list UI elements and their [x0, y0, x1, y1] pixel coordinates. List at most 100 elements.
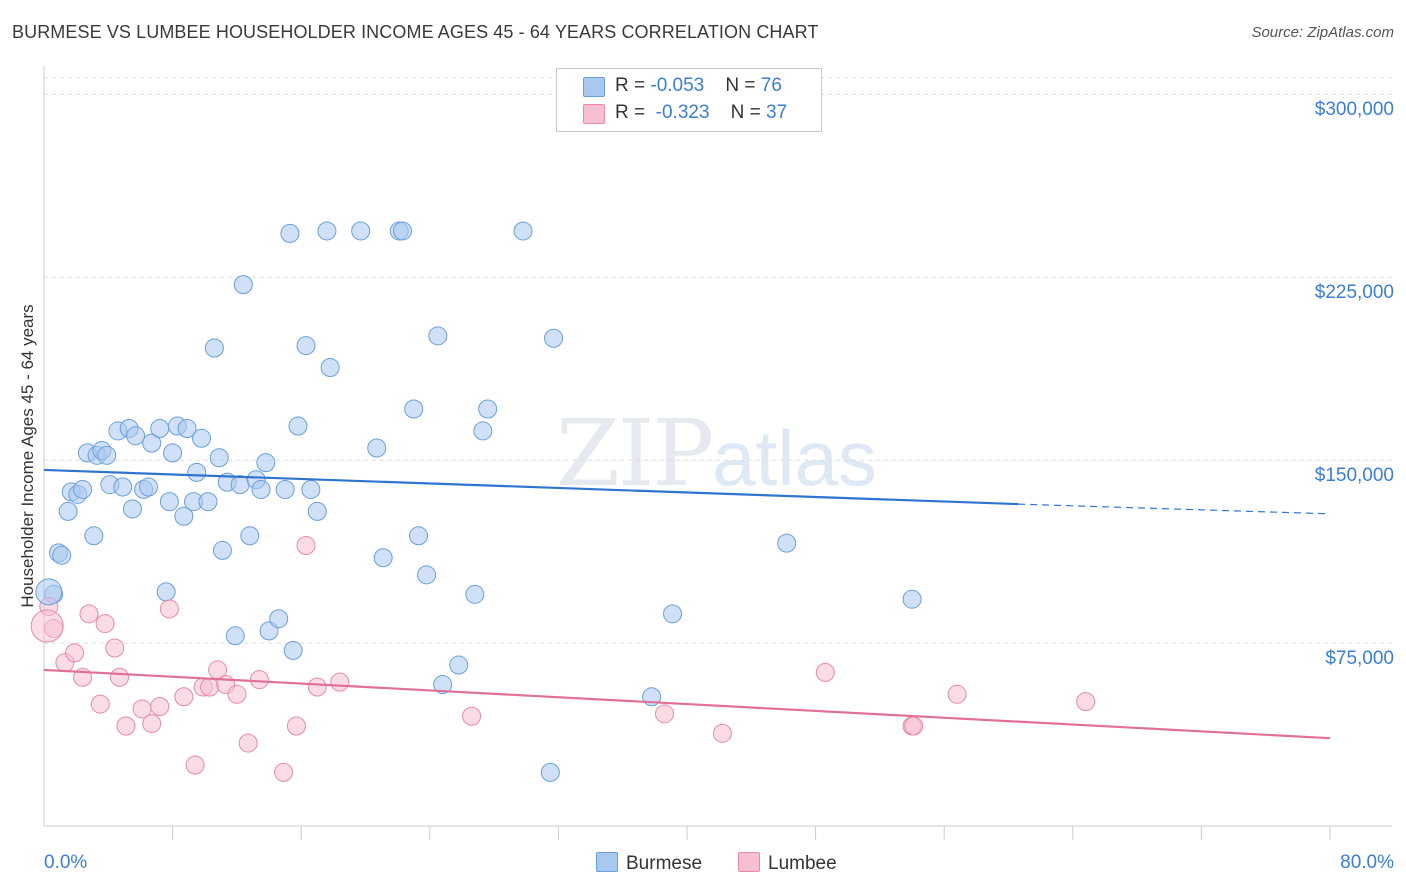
burmese-point — [288, 416, 308, 436]
burmese-point — [256, 453, 276, 473]
burmese-point — [156, 582, 176, 602]
lumbee-swatch — [583, 104, 605, 124]
burmese-trend-line — [43, 468, 1019, 506]
lumbee-point — [307, 677, 327, 697]
legend-burmese-n-label: N = — [725, 75, 761, 96]
burmese-point — [122, 499, 142, 519]
burmese-point — [198, 492, 218, 512]
burmese-point — [433, 675, 453, 695]
lumbee-point — [90, 694, 110, 714]
burmese-legend-swatch — [596, 852, 618, 872]
lumbee-point — [200, 677, 220, 697]
legend-lumbee-r-label: R = — [615, 102, 651, 123]
burmese-point — [251, 479, 271, 499]
lumbee-point — [296, 536, 316, 556]
legend-burmese-n-value: 76 — [760, 75, 782, 96]
burmese-point — [473, 421, 493, 441]
burmese-swatch — [583, 77, 605, 97]
legend-lumbee-stats: R = -0.323 N = 37 — [615, 102, 787, 124]
lumbee-point — [712, 723, 732, 743]
x-tick-label-min: 0.0% — [44, 852, 88, 873]
lumbee-point — [1076, 692, 1096, 712]
burmese-point — [540, 762, 560, 782]
burmese-point — [317, 221, 337, 241]
burmese-point — [373, 548, 393, 568]
burmese-point — [663, 604, 683, 624]
lumbee-point — [159, 599, 179, 619]
lumbee-point — [904, 716, 924, 736]
burmese-point — [187, 462, 207, 482]
legend-lumbee-n-value: 37 — [766, 102, 788, 123]
y-axis-label: Householder Income Ages 45 - 64 years — [18, 304, 37, 608]
lumbee-point — [654, 704, 674, 724]
lumbee-point — [95, 614, 115, 634]
lumbee-point — [330, 672, 350, 692]
lumbee-point — [815, 662, 835, 682]
watermark-atlas: atlas — [712, 414, 877, 502]
lumbee-point — [185, 755, 205, 775]
y-tick-label: $225,000 — [1314, 282, 1394, 304]
burmese-point — [52, 545, 72, 565]
lumbee-point — [142, 714, 162, 734]
lumbee-point — [249, 670, 269, 690]
burmese-point — [240, 526, 260, 546]
burmese-point — [209, 448, 229, 468]
y-tick-label: $150,000 — [1314, 465, 1394, 487]
burmese-point — [126, 426, 146, 446]
chart-title: BURMESE VS LUMBEE HOUSEHOLDER INCOME AGE… — [12, 22, 819, 42]
legend-lumbee-r-value: -0.323 — [655, 102, 710, 123]
burmese-point — [275, 479, 295, 499]
burmese-point — [233, 275, 253, 295]
legend-row-burmese: R = -0.053 N = 76 — [557, 74, 821, 100]
lumbee-trend-line — [43, 668, 1331, 740]
y-tick-label: $300,000 — [1314, 99, 1394, 121]
legend-burmese-r-label: R = — [615, 75, 651, 96]
burmese-point — [902, 589, 922, 609]
burmese-point — [269, 609, 289, 629]
lumbee-point — [174, 687, 194, 707]
burmese-point — [58, 501, 78, 521]
burmese-point — [97, 445, 117, 465]
lumbee-point — [116, 716, 136, 736]
lumbee-point — [286, 716, 306, 736]
burmese-point — [478, 399, 498, 419]
burmese-point — [307, 501, 327, 521]
burmese-legend-label: Burmese — [626, 853, 703, 874]
burmese-point — [367, 438, 387, 458]
burmese-point — [513, 221, 533, 241]
burmese-point — [163, 443, 183, 463]
correlation-legend: R = -0.053 N = 76 R = -0.323 N = 37 — [556, 68, 822, 132]
lumbee-point — [274, 762, 294, 782]
burmese-point — [225, 626, 245, 646]
burmese-point — [150, 418, 170, 438]
burmese-point — [177, 418, 197, 438]
bottom-legend-lumbee: Lumbee — [738, 852, 837, 875]
burmese-point — [73, 479, 93, 499]
burmese-point — [417, 565, 437, 585]
lumbee-point — [65, 643, 85, 663]
burmese-point — [449, 655, 469, 675]
bottom-legend-burmese: Burmese — [596, 852, 702, 875]
lumbee-point — [227, 684, 247, 704]
burmese-point — [35, 578, 63, 606]
burmese-point — [84, 526, 104, 546]
lumbee-point — [79, 604, 99, 624]
burmese-point — [465, 584, 485, 604]
x-tick-label-max: 80.0% — [1340, 852, 1394, 873]
source-label: Source: ZipAtlas.com — [1251, 24, 1394, 41]
burmese-point — [230, 475, 250, 495]
burmese-point — [409, 526, 429, 546]
burmese-point — [283, 640, 303, 660]
burmese-point — [138, 477, 158, 497]
legend-burmese-r-value: -0.053 — [650, 75, 705, 96]
lumbee-point — [30, 609, 64, 643]
lumbee-point — [150, 697, 170, 717]
burmese-point — [777, 533, 797, 553]
lumbee-point — [947, 684, 967, 704]
burmese-point — [296, 336, 316, 356]
burmese-point — [159, 492, 179, 512]
burmese-point — [404, 399, 424, 419]
legend-burmese-stats: R = -0.053 N = 76 — [615, 75, 782, 97]
burmese-point — [142, 433, 162, 453]
burmese-point — [192, 428, 212, 448]
